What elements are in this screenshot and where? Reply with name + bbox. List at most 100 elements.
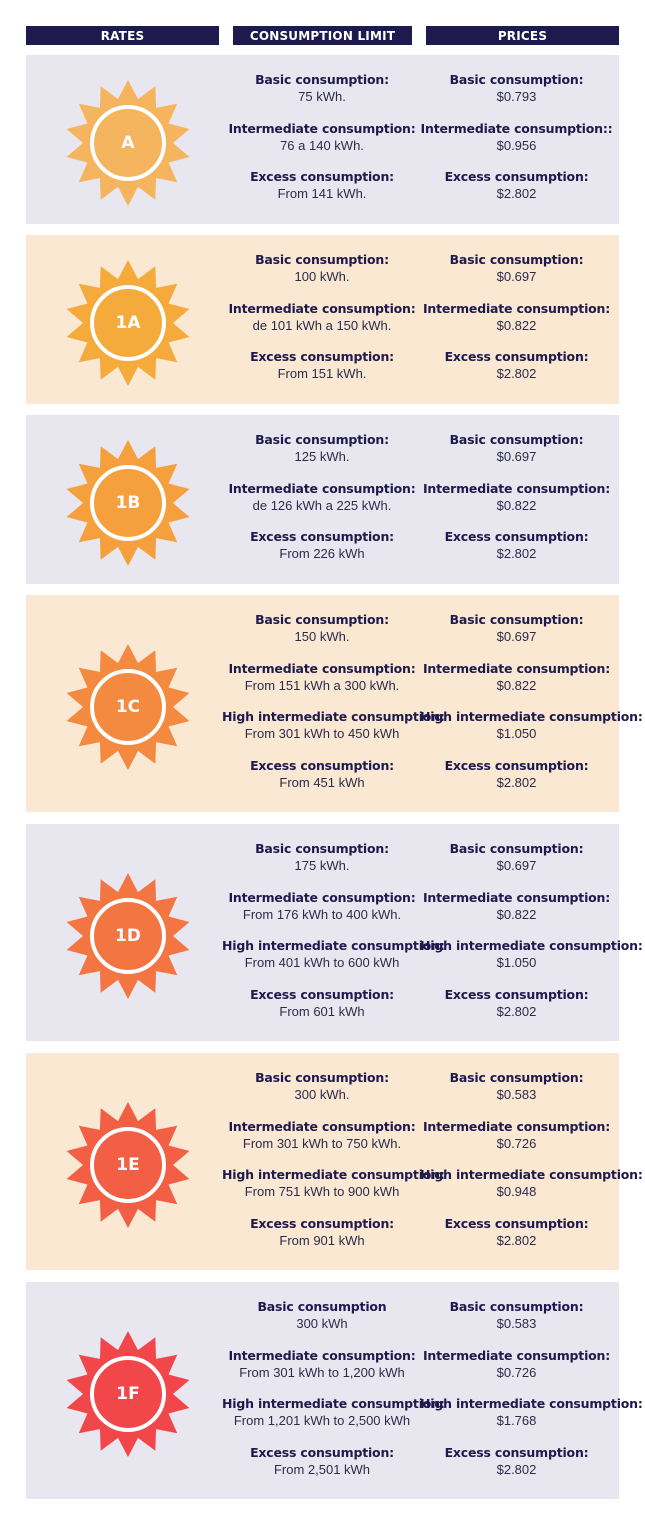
item-title: Basic consumption: — [255, 72, 389, 87]
item-value: From 401 kWh to 600 kWh — [244, 955, 400, 971]
item-title: Excess consumption: — [444, 1216, 589, 1232]
sun-icon: 1E — [63, 1100, 193, 1230]
price-item: Intermediate consumption: $0.822 — [420, 890, 613, 923]
limit-item: Excess consumption: From 451 kWh — [222, 758, 422, 791]
limit-item: Intermediate consumption: de 126 kWh a 22… — [222, 481, 422, 514]
rate-row-a: A Basic consumption: 75 kWh. Intermediate c… — [26, 55, 619, 224]
item-title: Excess consumption: — [250, 758, 394, 774]
item-value: From 141 kWh. — [277, 186, 367, 202]
price-item: Excess consumption: $2.802 — [420, 529, 613, 562]
item-value: $0.583 — [496, 1087, 537, 1102]
item-title: Excess consumption: — [444, 1445, 589, 1461]
limit-item: Intermediate consumption: de 101 kWh a 15… — [222, 301, 422, 334]
item-value: From 301 kWh to 1,200 kWh — [239, 1364, 405, 1380]
item-value: 125 kWh. — [294, 449, 350, 464]
item-value: $1.768 — [496, 1413, 537, 1429]
price-item: Basic consumption: $0.697 — [420, 612, 613, 645]
sun-icon: 1F — [63, 1329, 193, 1459]
item-title: Intermediate consumption: — [422, 300, 611, 316]
item-title: Excess consumption: — [250, 529, 394, 545]
item-title: Basic consumption: — [255, 252, 389, 267]
price-item: Basic consumption: $0.583 — [420, 1070, 613, 1103]
price-item: High intermediate consumption: $0.948 — [420, 1167, 643, 1200]
item-value: $2.802 — [496, 775, 537, 791]
item-title: Intermediate consumption: — [228, 1347, 416, 1363]
item-value: 300 kWh. — [294, 1087, 350, 1102]
sun-icon: 1B — [63, 438, 193, 568]
prices-column: Basic consumption: $0.697 Intermediate con… — [420, 415, 613, 584]
consumption-limit-column: Basic consumption: 300 kWh. Intermediate c… — [222, 1053, 445, 1270]
item-title: Basic consumption: — [449, 72, 584, 87]
item-value: de 101 kWh a 150 kWh. — [252, 317, 392, 333]
price-item: Intermediate consumption: $0.726 — [420, 1119, 613, 1152]
item-value: $0.822 — [496, 497, 537, 513]
prices-column: Basic consumption: $0.697 Intermediate con… — [420, 235, 613, 404]
limit-item: Basic consumption 300 kWh — [222, 1299, 422, 1332]
limit-item: Intermediate consumption: From 151 kWh a … — [222, 661, 422, 694]
item-title: High intermediate consumption: — [420, 1167, 643, 1183]
price-item: Basic consumption: $0.583 — [420, 1299, 613, 1332]
consumption-limit-column: Basic consumption: 100 kWh. Intermediate c… — [222, 235, 422, 404]
item-value: $0.697 — [496, 858, 537, 873]
rate-label: 1C — [115, 696, 141, 717]
rate-label: 1D — [115, 925, 141, 946]
item-value: $0.697 — [496, 629, 537, 644]
prices-column: Basic consumption: $0.583 Intermediate con… — [420, 1053, 643, 1270]
limit-item: Intermediate consumption: From 301 kWh to… — [222, 1119, 422, 1152]
consumption-limit-column: Basic consumption: 175 kWh. Intermediate c… — [222, 824, 445, 1041]
item-title: High intermediate consumption: — [222, 709, 445, 725]
price-item: Basic consumption: $0.697 — [420, 432, 613, 465]
price-item: Intermediate consumption: $0.726 — [420, 1348, 613, 1381]
item-value: $0.822 — [496, 677, 537, 693]
item-title: Basic consumption: — [255, 841, 389, 856]
item-title: Excess consumption: — [444, 349, 589, 365]
item-value: $2.802 — [496, 546, 537, 562]
price-item: High intermediate consumption: $1.050 — [420, 709, 643, 742]
item-value: From 176 kWh to 400 kWh. — [242, 906, 402, 922]
limit-item: Basic consumption: 300 kWh. — [222, 1070, 422, 1103]
item-value: 175 kWh. — [294, 858, 350, 873]
price-item: Excess consumption: $2.802 — [420, 987, 613, 1020]
item-value: $0.726 — [496, 1135, 537, 1151]
sun-icon: 1D — [63, 871, 193, 1001]
limit-item: Intermediate consumption: From 176 kWh to… — [222, 890, 422, 923]
item-value: From 901 kWh — [279, 1233, 365, 1249]
price-item: Intermediate consumption: $0.822 — [420, 301, 613, 334]
item-title: Excess consumption: — [444, 529, 589, 545]
rate-label: 1A — [115, 312, 141, 333]
item-value: $1.050 — [496, 955, 537, 971]
item-title: Basic consumption: — [449, 612, 584, 627]
item-title: Intermediate consumption: — [228, 300, 416, 316]
item-title: Excess consumption: — [250, 169, 394, 185]
item-value: 300 kWh — [296, 1316, 348, 1331]
item-title: Excess consumption: — [250, 1445, 394, 1461]
price-item: High intermediate consumption: $1.050 — [420, 938, 643, 971]
item-value: $0.822 — [496, 906, 537, 922]
price-item: Basic consumption: $0.697 — [420, 841, 613, 874]
item-value: From 451 kWh — [279, 775, 365, 791]
rate-row-1b: 1B Basic consumption: 125 kWh. Intermediate… — [26, 415, 619, 584]
item-value: 76 a 140 kWh. — [280, 137, 364, 153]
price-item: Excess consumption: $2.802 — [420, 1216, 613, 1249]
item-value: From 2,501 kWh — [273, 1462, 371, 1478]
rate-row-1e: 1E Basic consumption: 300 kWh. Intermediate… — [26, 1053, 643, 1270]
price-item: Excess consumption: $2.802 — [420, 169, 613, 202]
limit-item: Basic consumption: 100 kWh. — [222, 252, 422, 285]
item-title: High intermediate consumption: — [222, 1167, 445, 1183]
item-title: Basic consumption: — [449, 432, 584, 447]
item-value: From 301 kWh to 450 kWh — [244, 726, 400, 742]
item-title: Excess consumption: — [444, 758, 589, 774]
item-title: High intermediate consumption: — [420, 938, 643, 954]
limit-item: Excess consumption: From 601 kWh — [222, 987, 422, 1020]
item-title: Intermediate consumption: — [422, 480, 611, 496]
item-title: Intermediate consumption: — [228, 660, 416, 676]
item-title: Basic consumption: — [449, 252, 584, 267]
prices-column: Basic consumption: $0.583 Intermediate con… — [420, 1282, 643, 1499]
item-title: Intermediate consumption: — [422, 1347, 611, 1363]
rate-label: A — [121, 132, 135, 153]
limit-item: Excess consumption: From 2,501 kWh — [222, 1445, 422, 1478]
limit-item: Basic consumption: 125 kWh. — [222, 432, 422, 465]
item-title: Intermediate consumption: — [422, 660, 611, 676]
header-rates: RATES — [26, 26, 219, 45]
item-value: $1.050 — [496, 726, 537, 742]
